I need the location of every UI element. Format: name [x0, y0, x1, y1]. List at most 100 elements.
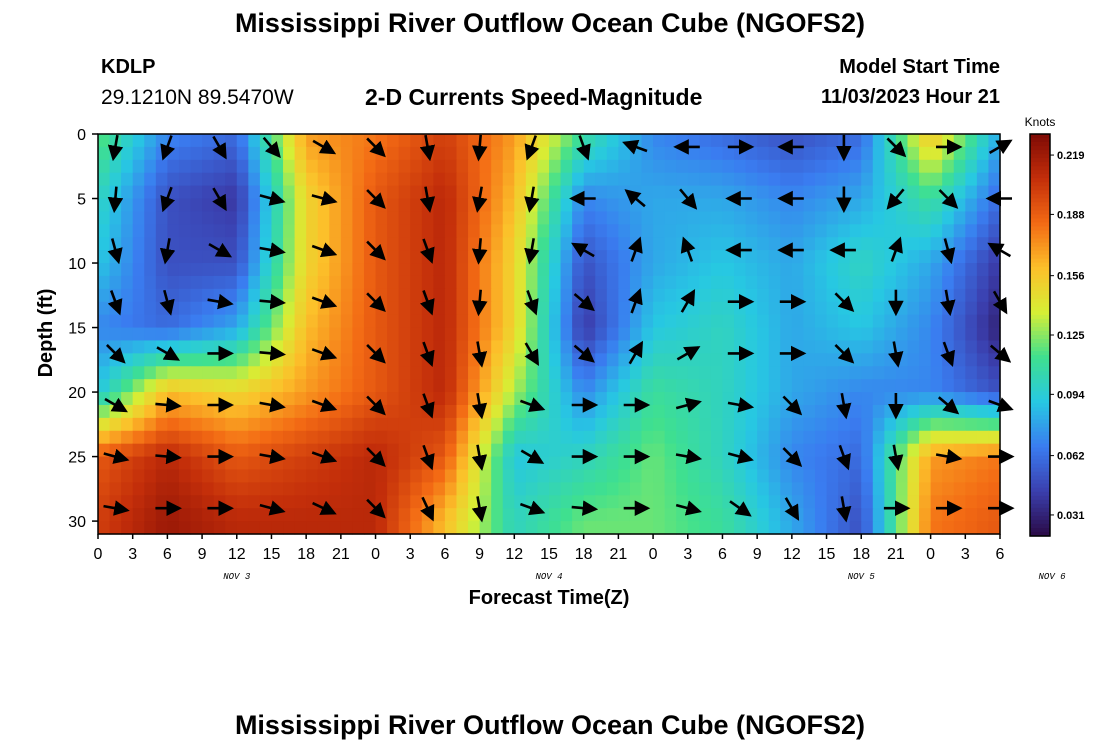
heatmap-cell	[537, 521, 550, 535]
heatmap-cell	[525, 159, 539, 174]
heatmap-cell	[306, 456, 319, 471]
heatmap-cell	[942, 211, 955, 225]
heatmap-cell	[826, 146, 839, 161]
heatmap-cell	[572, 327, 585, 342]
heatmap-cell	[676, 469, 689, 483]
heatmap-cell	[456, 134, 469, 148]
heatmap-cell	[514, 314, 527, 329]
heatmap-cell	[919, 211, 932, 225]
heatmap-cell	[722, 211, 735, 225]
heatmap-cell	[537, 275, 550, 290]
heatmap-cell	[340, 379, 354, 393]
heatmap-cell	[398, 404, 411, 419]
heatmap-cell	[953, 392, 966, 406]
heatmap-cell	[560, 417, 573, 432]
heatmap-cell	[919, 159, 932, 174]
heatmap-cell	[144, 172, 157, 187]
heatmap-cell	[98, 314, 111, 329]
heatmap-cell	[306, 482, 319, 496]
colorbar-band	[1030, 174, 1050, 179]
heatmap-cell	[849, 521, 862, 535]
colorbar-band	[1030, 246, 1050, 252]
heatmap-cell	[167, 340, 180, 354]
heatmap-cell	[144, 430, 157, 445]
heatmap-cell	[340, 417, 354, 432]
current-vector-arrow	[888, 236, 903, 262]
heatmap-cell	[329, 508, 342, 522]
heatmap-cell	[514, 327, 527, 342]
heatmap-cell	[930, 134, 943, 148]
heatmap-cell	[653, 469, 666, 483]
heatmap-cell	[965, 185, 978, 200]
y-tick-label: 5	[77, 192, 86, 209]
heatmap-cell	[560, 185, 573, 200]
heatmap-cell	[664, 263, 677, 277]
heatmap-cell	[271, 237, 284, 251]
heatmap-cell	[722, 456, 735, 471]
heatmap-cell	[757, 224, 770, 238]
current-vector-arrow	[886, 188, 905, 210]
heatmap-cell	[572, 469, 585, 483]
colorbar-band	[1030, 202, 1050, 207]
heatmap-cell	[653, 366, 666, 380]
heatmap-cell	[549, 198, 562, 213]
heatmap-cell	[768, 159, 781, 174]
heatmap-cell	[456, 288, 469, 303]
heatmap-cell	[791, 237, 805, 251]
heatmap-cell	[976, 379, 990, 393]
heatmap-cell	[976, 263, 990, 277]
heatmap-cell	[398, 275, 411, 290]
heatmap-cell	[618, 314, 631, 329]
heatmap-cell	[572, 495, 585, 509]
heatmap-cell	[757, 172, 770, 187]
heatmap-cell	[456, 159, 469, 174]
current-vector-arrow	[311, 397, 338, 412]
heatmap-cell	[757, 353, 770, 367]
heatmap-cell	[572, 185, 585, 200]
heatmap-cell	[803, 146, 816, 161]
heatmap-cell	[352, 172, 365, 187]
heatmap-cell	[259, 263, 273, 277]
heatmap-cell	[340, 353, 354, 367]
heatmap-cell	[965, 237, 978, 251]
heatmap-cell	[236, 250, 249, 264]
current-vector-arrow	[311, 190, 338, 206]
heatmap-cell	[375, 159, 388, 174]
heatmap-cell	[306, 495, 319, 509]
heatmap-cell	[722, 134, 735, 148]
heatmap-cell	[468, 469, 481, 483]
heatmap-cell	[930, 159, 943, 174]
heatmap-cell	[629, 521, 643, 535]
heatmap-cell	[618, 366, 631, 380]
heatmap-cell	[202, 198, 215, 213]
heatmap-cell	[572, 172, 585, 187]
colorbar-band	[1030, 391, 1050, 396]
current-vector-arrow	[419, 444, 435, 471]
colorbar-band	[1030, 154, 1050, 159]
heatmap-cell	[861, 482, 874, 496]
heatmap-cell	[791, 185, 805, 200]
heatmap-cell	[919, 224, 932, 238]
heatmap-cell	[132, 263, 145, 277]
heatmap-cell	[653, 275, 666, 290]
heatmap-cell	[780, 366, 793, 380]
heatmap-cell	[479, 159, 492, 174]
heatmap-cell	[606, 288, 619, 303]
current-vector-arrow	[105, 343, 126, 364]
heatmap-cell	[433, 134, 446, 148]
heatmap-cell	[629, 417, 643, 432]
heatmap-cell	[699, 404, 712, 419]
heatmap-cell	[375, 443, 388, 458]
heatmap-cell	[919, 521, 932, 535]
heatmap-cell	[768, 314, 781, 329]
heatmap-cell	[514, 482, 527, 496]
heatmap-cell	[294, 185, 307, 200]
current-vector-arrow	[103, 448, 130, 464]
heatmap-cell	[213, 508, 226, 522]
heatmap-cell	[283, 263, 296, 277]
heatmap-cell	[433, 379, 446, 393]
heatmap-cell	[664, 146, 677, 161]
heatmap-cell	[202, 404, 215, 419]
heatmap-cell	[121, 443, 134, 458]
heatmap-cell	[144, 495, 157, 509]
